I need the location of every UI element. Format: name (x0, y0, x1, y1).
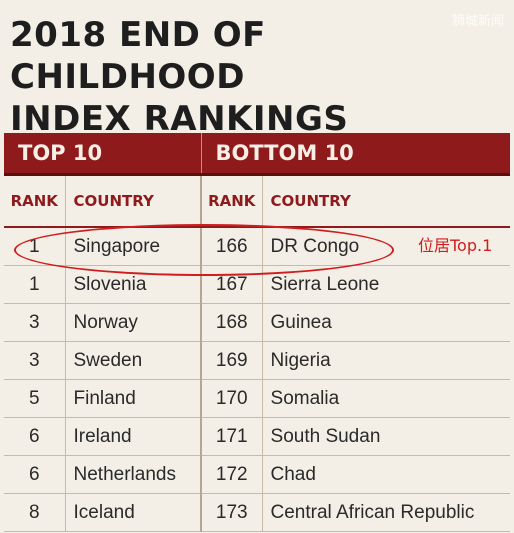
table-row: 5 Finland 170 Somalia (4, 379, 511, 418)
rank-header-bottom: RANK (200, 174, 263, 228)
page-title: 2018 END OF CHILDHOOD INDEX RANKINGS (10, 14, 480, 140)
country-cell: Slovenia (65, 265, 202, 304)
country-cell: Ireland (65, 417, 202, 456)
rank-cell: 3 (4, 341, 66, 380)
rank-cell-bottom: 168 (200, 303, 263, 342)
rank-cell: 5 (4, 379, 66, 418)
rank-cell-bottom: 172 (200, 455, 263, 494)
country-header-bottom: COUNTRY (262, 174, 511, 228)
country-cell-bottom: Nigeria (262, 341, 511, 380)
rank-cell: 1 (4, 227, 66, 266)
title-line-1: 2018 END OF CHILDHOOD (10, 15, 266, 97)
rank-cell-bottom: 173 (200, 493, 263, 532)
country-cell-bottom: DR Congo (262, 227, 511, 266)
country-cell-bottom: Sierra Leone (262, 265, 511, 304)
watermark: 狮城新闻 (451, 14, 504, 29)
country-cell-bottom: South Sudan (262, 417, 511, 456)
annotation-label: 位居Top.1 (418, 236, 493, 255)
country-cell-bottom: Guinea (262, 303, 511, 342)
table-row: 1 Singapore 166 DR Congo (4, 227, 511, 266)
country-cell: Norway (65, 303, 202, 342)
table-row: 3 Sweden 169 Nigeria (4, 341, 511, 380)
table-row: 3 Norway 168 Guinea (4, 303, 511, 342)
rank-header: RANK (4, 174, 66, 228)
country-cell: Netherlands (65, 455, 202, 494)
top-10-heading: TOP 10 (4, 133, 202, 176)
table-row: 6 Netherlands 172 Chad (4, 455, 511, 494)
country-cell-bottom: Central African Republic (262, 493, 511, 532)
country-cell: Singapore (65, 227, 202, 266)
rank-cell-bottom: 170 (200, 379, 263, 418)
rank-cell-bottom: 166 (200, 227, 263, 266)
rank-cell-bottom: 171 (200, 417, 263, 456)
rank-cell: 1 (4, 265, 66, 304)
table-row: 8 Iceland 173 Central African Republic (4, 493, 511, 532)
rank-cell-bottom: 167 (200, 265, 263, 304)
rankings-table: TOP 10 BOTTOM 10 RANK COUNTRY RANK COUNT… (4, 133, 511, 532)
section-header-row: TOP 10 BOTTOM 10 (4, 133, 511, 176)
rank-cell-bottom: 169 (200, 341, 263, 380)
table-row: 6 Ireland 171 South Sudan (4, 417, 511, 456)
country-cell-bottom: Somalia (262, 379, 511, 418)
rank-cell: 3 (4, 303, 66, 342)
rank-cell: 8 (4, 493, 66, 532)
bottom-10-heading: BOTTOM 10 (200, 133, 511, 176)
country-cell: Sweden (65, 341, 202, 380)
title-line-2: INDEX RANKINGS (10, 99, 349, 139)
rank-cell: 6 (4, 417, 66, 456)
rank-cell: 6 (4, 455, 66, 494)
country-header: COUNTRY (65, 174, 202, 228)
country-cell: Finland (65, 379, 202, 418)
country-cell: Iceland (65, 493, 202, 532)
column-header-row: RANK COUNTRY RANK COUNTRY (4, 174, 511, 228)
country-cell-bottom: Chad (262, 455, 511, 494)
table-row: 1 Slovenia 167 Sierra Leone (4, 265, 511, 304)
